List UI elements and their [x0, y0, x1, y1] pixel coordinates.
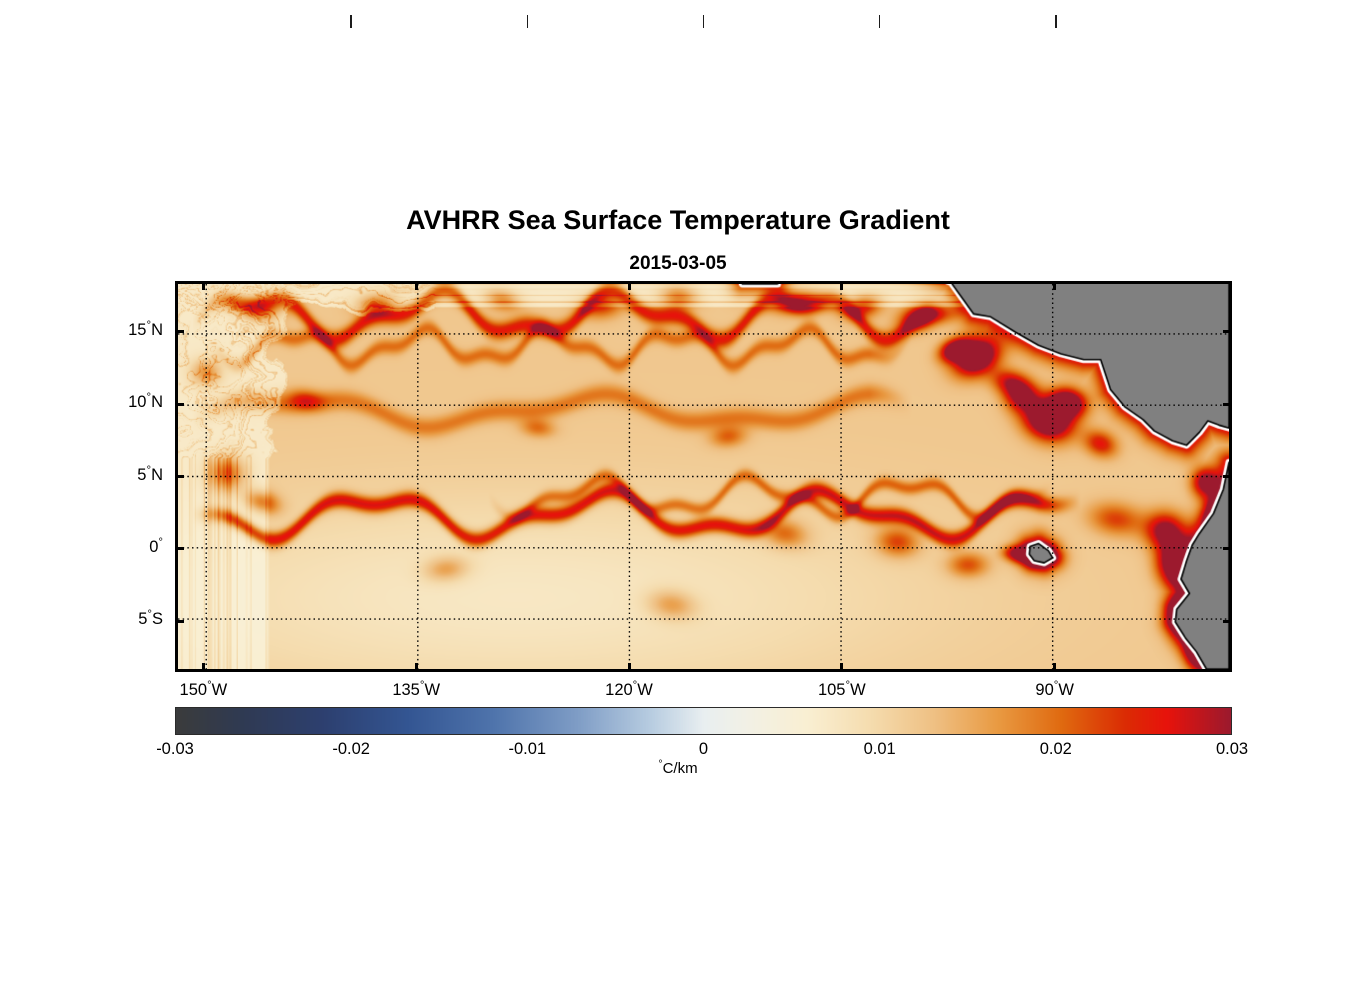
colorbar-unit-text: C/km [662, 760, 698, 777]
xtick-value-2: 120 [605, 681, 633, 699]
ytick-hemi-1: N [151, 393, 163, 412]
ytick-mark-right-1 [1223, 402, 1232, 406]
xtick-value-0: 150 [179, 681, 208, 699]
xtick-mark-2 [627, 281, 631, 290]
colorbar-label-1: -0.02 [332, 740, 370, 758]
xtick-mark-4 [1053, 281, 1057, 290]
xtick-mark-bottom-1 [414, 663, 418, 672]
xtick-value-3: 105 [817, 681, 846, 699]
xtick-label-4: 90°W [995, 679, 1115, 700]
colorbar-gradient [175, 707, 1232, 735]
degree-symbol-icon: ° [658, 758, 663, 770]
ytick-mark-1 [175, 402, 184, 406]
degree-symbol-icon: ° [146, 391, 152, 404]
degree-symbol-icon: ° [146, 464, 152, 476]
degree-symbol-icon: ° [207, 679, 212, 692]
xtick-label-1: 135°W [356, 679, 476, 700]
ytick-label-1: 10°N [93, 391, 163, 412]
colorbar-label-5: 0.02 [1039, 740, 1072, 758]
colorbar-label-2: -0.01 [508, 740, 547, 758]
ytick-mark-right-2 [1223, 475, 1232, 478]
xtick-label-0: 150°W [143, 679, 263, 700]
xtick-hemi-1: W [424, 681, 441, 699]
xtick-mark-bottom-2 [627, 663, 631, 672]
ytick-mark-right-4 [1223, 619, 1232, 623]
colorbar-label-0: -0.03 [156, 740, 194, 758]
colorbar-label-6: 0.03 [1215, 740, 1249, 758]
ytick-label-2: 5°N [93, 464, 163, 485]
ytick-label-0: 15°N [93, 319, 163, 340]
xtick-mark-bottom-4 [1053, 663, 1057, 672]
xtick-hemi-0: W [211, 681, 228, 699]
colorbar-unit-label: °C/km [0, 758, 1356, 777]
ytick-hemi-0: N [151, 320, 163, 339]
xtick-value-4: 90 [1035, 681, 1054, 699]
ytick-label-3: 0° [93, 536, 163, 557]
xtick-label-3: 105°W [782, 679, 902, 700]
xtick-mark-bottom-3 [840, 663, 844, 672]
degree-symbol-icon: ° [419, 679, 425, 692]
page-title: AVHRR Sea Surface Temperature Gradient [406, 205, 950, 235]
ytick-value-2: 5 [137, 465, 147, 484]
colorbar[interactable] [175, 707, 1232, 735]
xtick-mark-3 [840, 281, 844, 290]
colorbar-label-4: 0.01 [863, 740, 896, 758]
ytick-value-3: 0 [149, 537, 159, 556]
ytick-mark-0 [175, 330, 184, 334]
xtick-hemi-3: W [850, 681, 866, 699]
degree-symbol-icon: ° [632, 679, 638, 692]
xtick-value-1: 135 [392, 681, 420, 699]
degree-symbol-icon: ° [1053, 679, 1059, 692]
colorbar-tick-5 [1055, 15, 1057, 28]
colorbar-tick-1 [350, 15, 352, 28]
degree-symbol-icon: ° [147, 608, 152, 621]
ytick-mark-3 [175, 547, 184, 551]
ytick-mark-right-0 [1223, 330, 1232, 334]
degree-symbol-icon: ° [845, 679, 851, 692]
xtick-hemi-4: W [1058, 681, 1074, 699]
ytick-value-0: 15 [128, 320, 147, 339]
xtick-label-2: 120°W [569, 679, 689, 700]
ytick-mark-4 [175, 619, 184, 623]
xtick-mark-1 [414, 281, 418, 290]
xtick-mark-bottom-0 [201, 663, 205, 672]
sst-gradient-heatmap [178, 284, 1229, 669]
ytick-value-1: 10 [128, 393, 147, 412]
ytick-label-4: 5°S [93, 608, 163, 629]
colorbar-tick-4 [878, 15, 881, 28]
colorbar-label-3: 0 [698, 740, 709, 758]
colorbar-tick-3 [702, 15, 705, 28]
ytick-mark-right-3 [1223, 547, 1232, 551]
ytick-value-4: 5 [138, 610, 148, 629]
degree-symbol-icon: ° [158, 536, 163, 549]
colorbar-tick-2 [526, 15, 529, 28]
degree-symbol-icon: ° [146, 319, 152, 332]
map-gridlines [178, 284, 1229, 669]
colorbar-canvas [176, 708, 1231, 734]
ytick-hemi-4: S [151, 610, 163, 629]
xtick-hemi-2: W [637, 681, 653, 699]
ytick-hemi-2: N [151, 465, 163, 484]
xtick-mark-0 [201, 281, 205, 290]
ytick-mark-2 [175, 475, 184, 478]
figure-subtitle: 2015-03-05 [629, 253, 727, 274]
map-axes[interactable] [175, 281, 1232, 672]
